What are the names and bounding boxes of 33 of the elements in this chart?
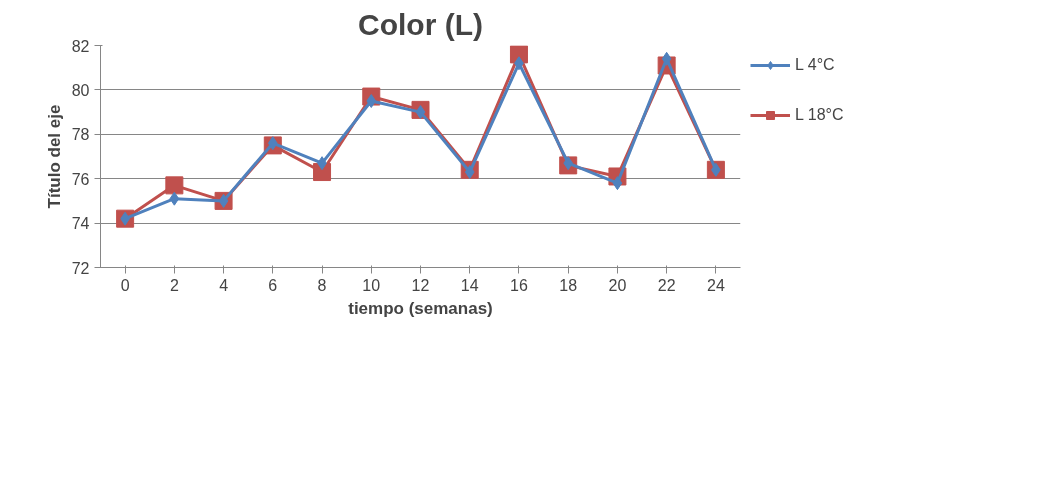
x-axis-title: tiempo (semanas) xyxy=(348,298,493,318)
point xyxy=(415,105,426,120)
point xyxy=(563,156,574,171)
x-tick-label: 8 xyxy=(317,276,327,294)
y-tick-label: 74 xyxy=(71,215,90,233)
chart-title: Color (L) xyxy=(358,7,483,41)
point xyxy=(267,136,278,151)
x-tick-label: 0 xyxy=(120,276,130,294)
point xyxy=(169,191,180,206)
x-tick-label: 18 xyxy=(559,276,578,294)
point xyxy=(464,165,475,180)
y-tick-label: 82 xyxy=(71,37,90,55)
x-tick-label: 12 xyxy=(411,276,430,294)
x-tick-label: 16 xyxy=(510,276,528,294)
x-tick-label: 24 xyxy=(706,276,725,294)
legend-label: L 4°C xyxy=(795,56,836,74)
legend-label: L 18°C xyxy=(795,106,845,124)
x-tick-label: 22 xyxy=(657,276,676,294)
x-tick-label: 6 xyxy=(268,276,278,294)
x-tick-label: 4 xyxy=(219,276,229,294)
x-tick-label: 20 xyxy=(608,276,627,294)
y-tick-label: 80 xyxy=(71,81,90,99)
y-tick-label: 76 xyxy=(71,170,90,188)
point xyxy=(218,193,229,208)
y-axis-title: Título del eje xyxy=(44,104,64,209)
x-tick-label: 10 xyxy=(362,276,381,294)
x-tick-label: 2 xyxy=(169,276,179,294)
y-tick-label: 78 xyxy=(71,126,90,144)
x-tick-label: 14 xyxy=(460,276,479,294)
point xyxy=(165,176,184,195)
point xyxy=(612,176,623,191)
point xyxy=(661,51,672,66)
y-tick-label: 72 xyxy=(71,259,90,277)
